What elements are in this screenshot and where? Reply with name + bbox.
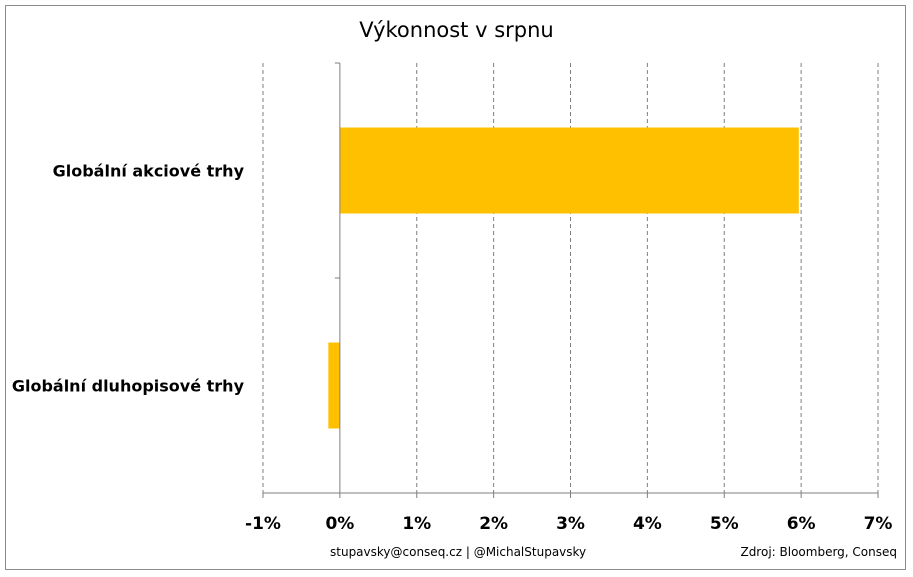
bar-1 bbox=[328, 342, 340, 429]
source-text: Zdroj: Bloomberg, Conseq bbox=[740, 545, 897, 559]
chart-title: Výkonnost v srpnu bbox=[359, 18, 554, 42]
x-tick-label-6: 5% bbox=[710, 514, 739, 534]
x-tick-label-7: 6% bbox=[787, 514, 816, 534]
category-label-0: Globální akciové trhy bbox=[53, 162, 245, 181]
x-tick-label-0: -1% bbox=[245, 514, 281, 534]
x-tick-label-5: 4% bbox=[633, 514, 662, 534]
contact-text: stupavsky@conseq.cz | @MichalStupavsky bbox=[330, 545, 587, 559]
bar-0 bbox=[339, 127, 799, 214]
category-label-1: Globální dluhopisové trhy bbox=[12, 377, 245, 396]
x-tick-label-2: 1% bbox=[402, 514, 431, 534]
chart-frame bbox=[5, 5, 906, 570]
x-tick-label-1: 0% bbox=[325, 514, 354, 534]
x-tick-label-3: 2% bbox=[479, 514, 508, 534]
x-tick-label-4: 3% bbox=[556, 514, 585, 534]
x-tick-label-8: 7% bbox=[864, 514, 893, 534]
